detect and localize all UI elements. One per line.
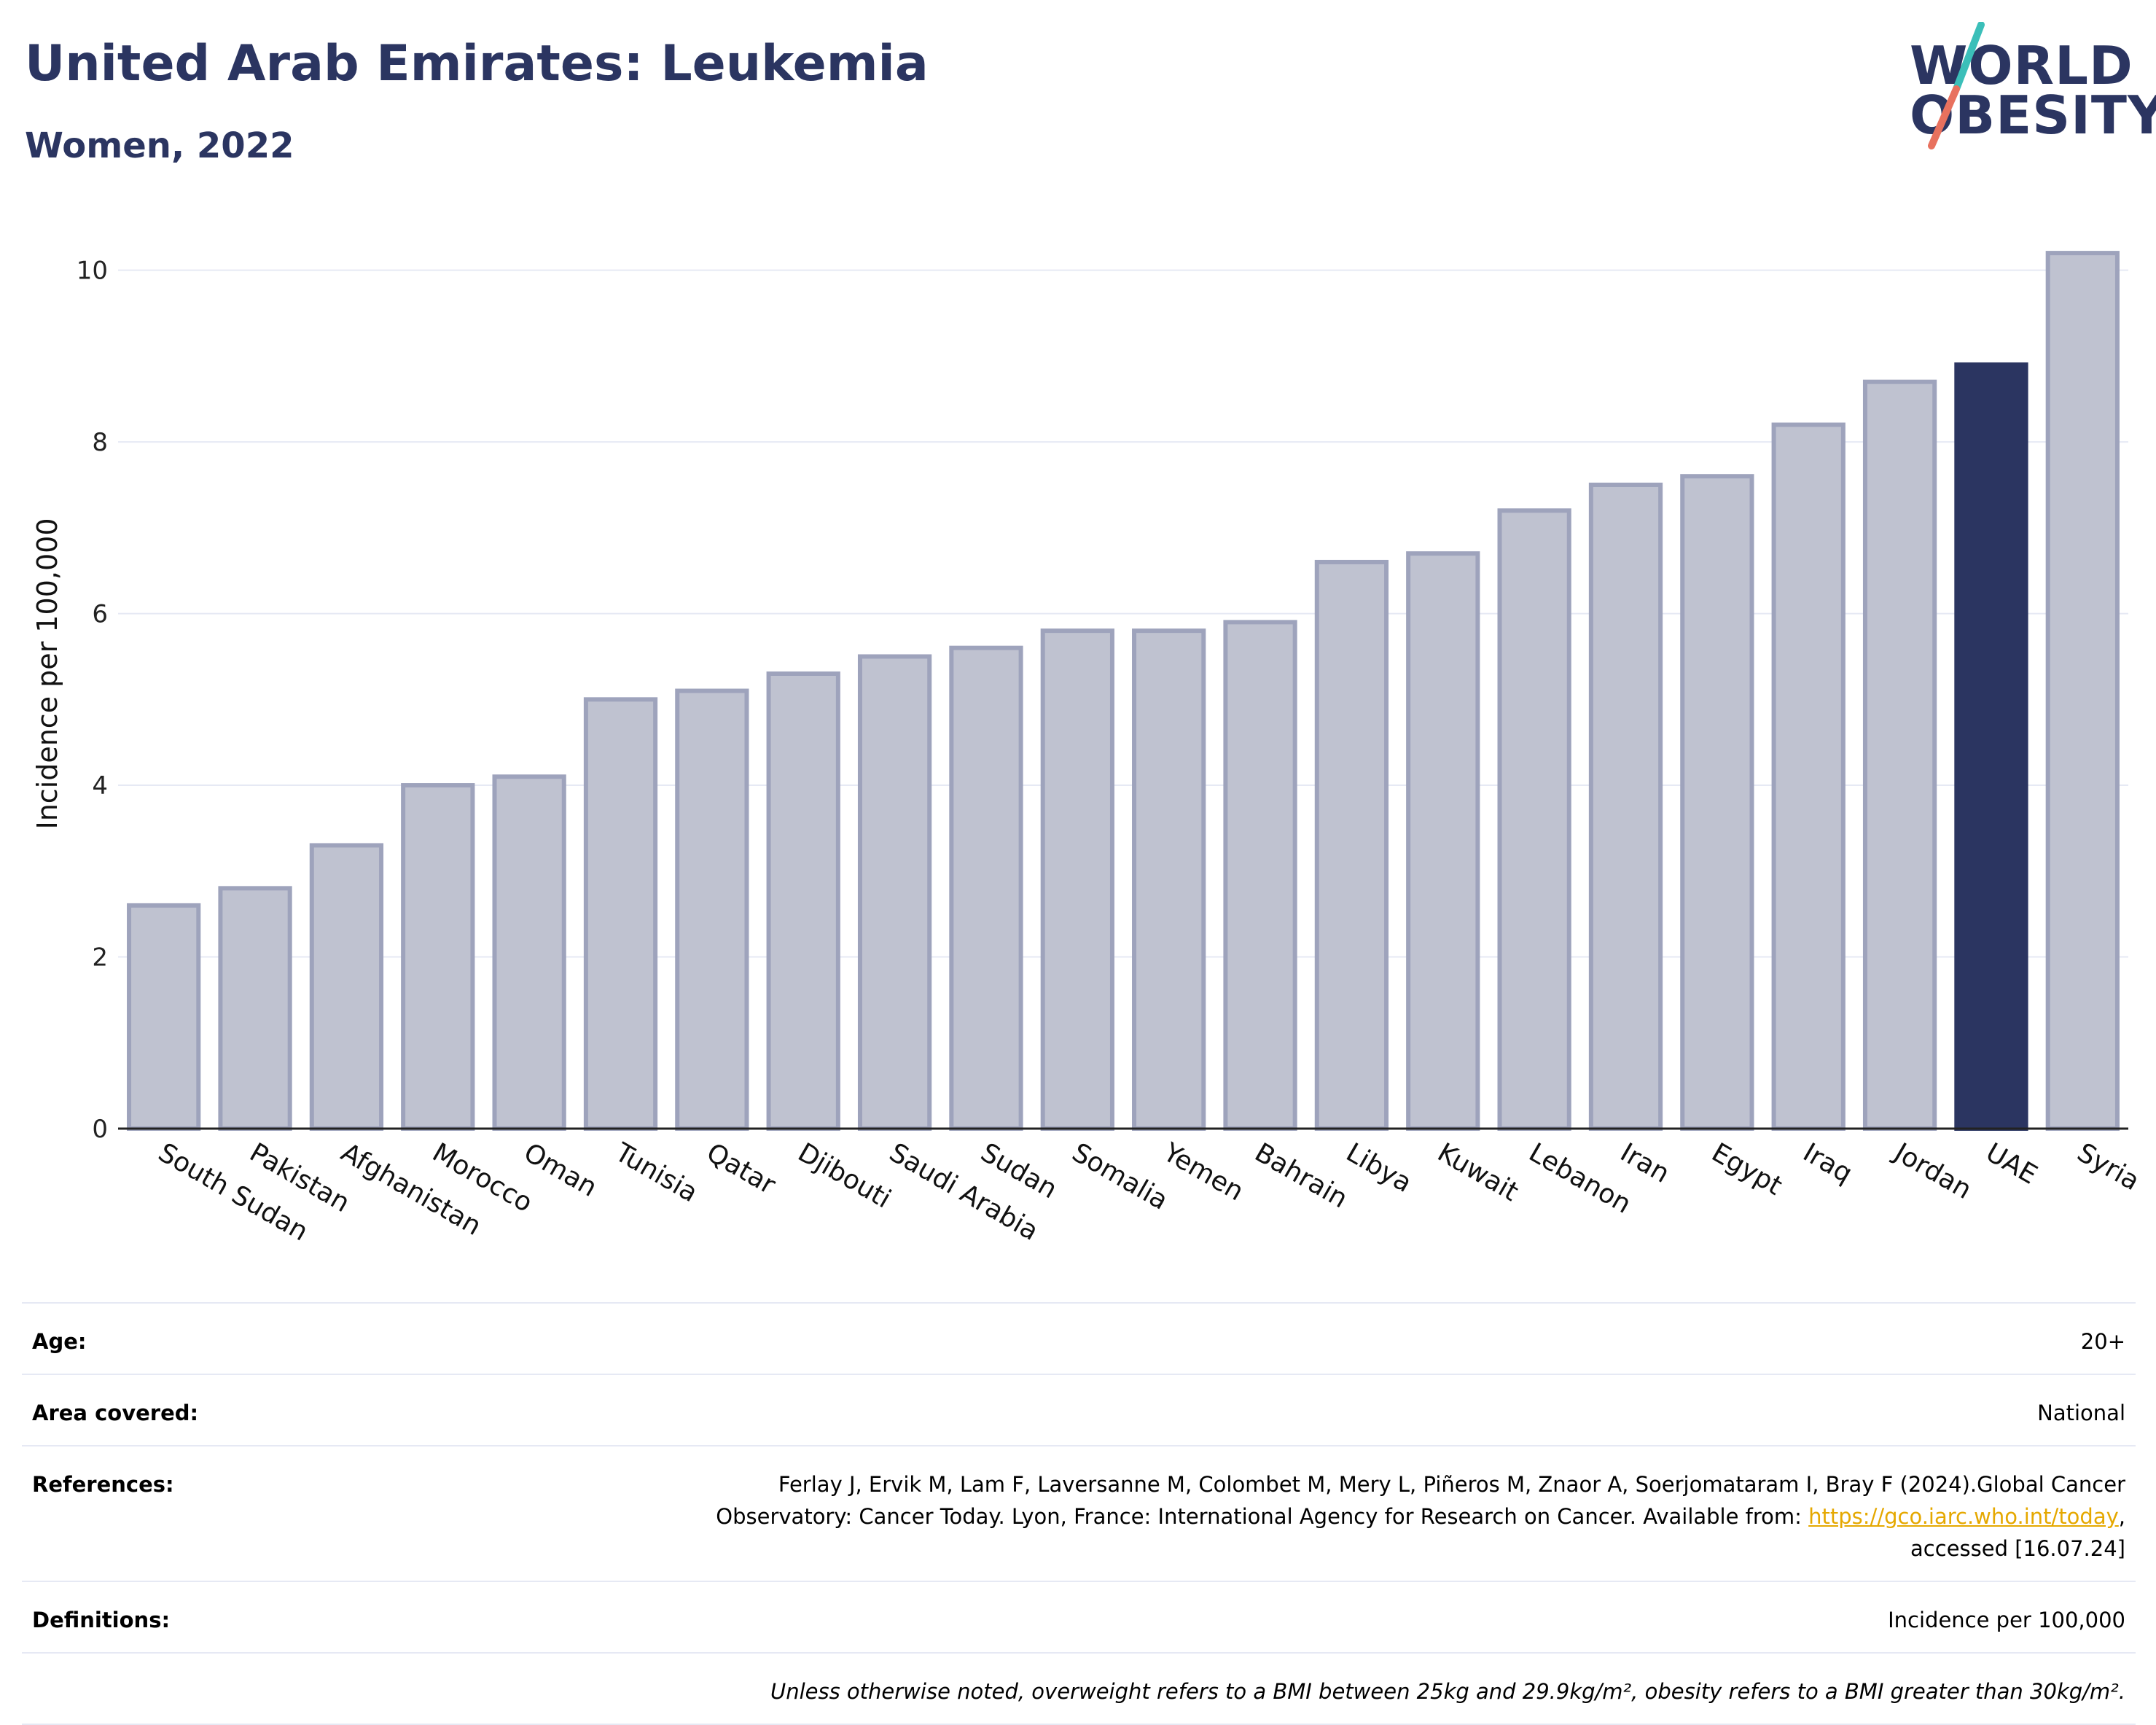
info-row-references: References: Ferlay J, Ervik M, Lam F, La… — [22, 1445, 2136, 1581]
info-table: Age: 20+ Area covered: National Referenc… — [22, 1302, 2136, 1725]
y-tick-label: 6 — [92, 600, 108, 629]
references-label: References: — [32, 1472, 174, 1497]
y-axis-ticks: 0 2 4 6 8 10 — [77, 257, 108, 1144]
y-tick-label: 0 — [92, 1115, 108, 1144]
x-tick-label: Qatar — [701, 1137, 780, 1200]
bar-lebanon — [1497, 508, 1571, 1131]
bar-chart: 0 2 4 6 8 10 South SudanPakistanAfghanistanMo… — [31, 251, 2144, 1247]
info-row-note: Unless otherwise noted, overweight refer… — [22, 1652, 2136, 1725]
x-tick-label: Iraq — [1798, 1137, 1857, 1189]
x-tick-label: Somalia — [1067, 1137, 1173, 1216]
references-line2-suffix: , — [2118, 1504, 2125, 1529]
area-value: National — [2037, 1401, 2125, 1425]
bar-yemen — [1132, 628, 1206, 1131]
logo-line1: WORLD — [1910, 35, 2133, 96]
bar-saudi-arabia — [857, 654, 932, 1131]
x-tick-label: UAE — [1980, 1137, 2042, 1190]
bar-bahrain — [1223, 620, 1297, 1131]
bar-syria — [2045, 251, 2120, 1131]
x-tick-label: Kuwait — [1432, 1137, 1523, 1207]
x-tick-label: Lebanon — [1524, 1137, 1636, 1220]
bar-kuwait — [1406, 551, 1480, 1131]
info-row-definitions: Definitions: Incidence per 100,000 — [22, 1581, 2136, 1652]
logo-slash-icon — [1928, 22, 1985, 149]
bar-oman — [492, 774, 566, 1131]
references-line1: Ferlay J, Ervik M, Lam F, Laversanne M, … — [778, 1472, 2125, 1497]
definitions-label: Definitions: — [32, 1608, 171, 1632]
bars — [127, 251, 2120, 1132]
bar-qatar — [675, 688, 749, 1131]
bar-egypt — [1680, 474, 1754, 1132]
bar-djibouti — [766, 671, 840, 1131]
bar-uae — [1954, 362, 2028, 1131]
area-label: Area covered: — [32, 1401, 199, 1425]
bar-afghanistan — [309, 843, 384, 1131]
age-value: 20+ — [2080, 1329, 2125, 1354]
bar-pakistan — [218, 886, 292, 1131]
reference-link[interactable]: https://gco.iarc.who.int/today — [1808, 1504, 2119, 1529]
y-tick-label: 8 — [92, 428, 108, 457]
world-obesity-logo: WORLD OBESITY — [1895, 22, 2156, 153]
references-value: Ferlay J, Ervik M, Lam F, Laversanne M, … — [716, 1468, 2125, 1565]
info-row-area: Area covered: National — [22, 1374, 2136, 1445]
x-tick-label: Djibouti — [793, 1137, 896, 1214]
definitions-value: Incidence per 100,000 — [1888, 1608, 2125, 1632]
x-tick-label: Jordan — [1888, 1137, 1976, 1205]
bar-south-sudan — [127, 903, 201, 1131]
y-tick-label: 2 — [92, 943, 108, 973]
bar-sudan — [949, 645, 1023, 1131]
x-tick-label: Iran — [1615, 1137, 1674, 1189]
page-title: United Arab Emirates: Leukemia — [25, 35, 929, 93]
x-axis-labels: South SudanPakistanAfghanistanMoroccoOma… — [153, 1137, 2144, 1247]
references-line3: accessed [16.07.24] — [1910, 1536, 2125, 1561]
x-tick-label: Yemen — [1157, 1137, 1249, 1207]
x-tick-label: Bahrain — [1250, 1137, 1353, 1214]
x-tick-label: Libya — [1341, 1137, 1417, 1199]
bar-iraq — [1771, 422, 1846, 1131]
y-tick-label: 10 — [77, 257, 108, 286]
age-label: Age: — [32, 1329, 87, 1354]
x-tick-label: Syria — [2072, 1137, 2144, 1196]
bmi-note: Unless otherwise noted, overweight refer… — [770, 1679, 2125, 1704]
x-tick-label: Egypt — [1706, 1137, 1786, 1201]
x-tick-label: Tunisia — [609, 1137, 703, 1208]
bar-morocco — [401, 783, 475, 1131]
info-row-age: Age: 20+ — [22, 1302, 2136, 1374]
bar-somalia — [1040, 628, 1114, 1131]
bar-libya — [1314, 559, 1389, 1131]
y-axis-title: Incidence per 100,000 — [31, 518, 63, 829]
bar-tunisia — [583, 697, 658, 1131]
y-tick-label: 4 — [92, 771, 108, 801]
bar-iran — [1588, 482, 1663, 1131]
page-subtitle: Women, 2022 — [25, 125, 294, 166]
references-line2-prefix: Observatory: Cancer Today. Lyon, France:… — [716, 1504, 1809, 1529]
bar-jordan — [1862, 379, 1937, 1131]
